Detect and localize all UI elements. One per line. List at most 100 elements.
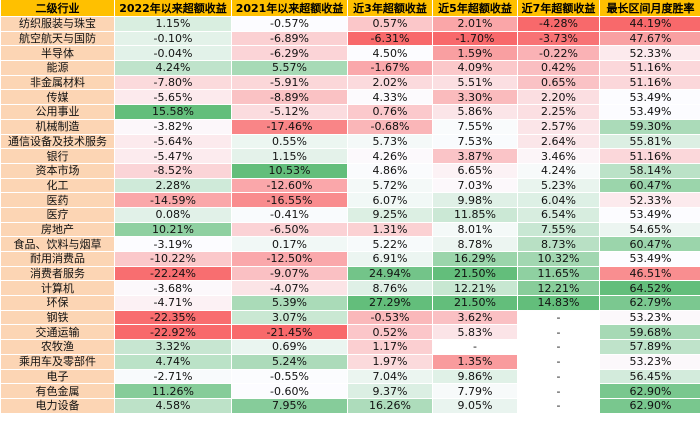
cell-7y: 5.23% <box>518 178 599 193</box>
cell-win-rate: 62.90% <box>600 384 700 398</box>
cell-ytd-2022: -22.24% <box>115 266 231 281</box>
cell-since-2021: -12.50% <box>232 252 347 266</box>
industry-name-cell: 能源 <box>1 61 114 75</box>
header-row: 二级行业 2022年以来超额收益 2021年以来超额收益 近3年超额收益 近5年超额收益… <box>1 0 700 16</box>
industry-name-cell: 农牧渔 <box>1 340 114 354</box>
cell-7y: - <box>518 369 599 384</box>
cell-ytd-2022: -4.71% <box>115 296 231 310</box>
cell-ytd-2022: 3.32% <box>115 340 231 354</box>
cell-since-2021: 3.07% <box>232 310 347 325</box>
cell-5y: 7.53% <box>433 134 517 149</box>
cell-win-rate: 62.79% <box>600 296 700 310</box>
cell-since-2021: -0.57% <box>232 17 347 31</box>
cell-ytd-2022: -14.59% <box>115 193 231 207</box>
header-industry: 二级行业 <box>1 0 114 16</box>
cell-win-rate: 52.33% <box>600 46 700 61</box>
cell-7y: - <box>518 340 599 354</box>
cell-ytd-2022: -0.10% <box>115 31 231 46</box>
cell-7y: - <box>518 354 599 369</box>
cell-7y: 2.57% <box>518 119 599 134</box>
header-since-2021: 2021年以来超额收益 <box>232 0 347 16</box>
cell-3y: 24.94% <box>348 266 432 281</box>
industry-name-cell: 化工 <box>1 178 114 193</box>
cell-3y: -6.31% <box>348 31 432 46</box>
cell-3y: 6.91% <box>348 252 432 266</box>
cell-win-rate: 64.52% <box>600 281 700 296</box>
cell-since-2021: 0.69% <box>232 340 347 354</box>
industry-name-cell: 钢铁 <box>1 310 114 325</box>
cell-since-2021: 1.15% <box>232 149 347 163</box>
cell-3y: 2.02% <box>348 75 432 90</box>
cell-7y: - <box>518 325 599 340</box>
industry-name-cell: 计算机 <box>1 281 114 296</box>
cell-5y: 16.29% <box>433 252 517 266</box>
cell-3y: 0.57% <box>348 17 432 31</box>
cell-5y: 3.87% <box>433 149 517 163</box>
table-row: 机械制造 -3.82% -17.46% -0.68% 7.55% 2.57% 59.30% <box>1 119 700 134</box>
cell-ytd-2022: -2.71% <box>115 369 231 384</box>
cell-win-rate: 44.19% <box>600 17 700 31</box>
industry-name-cell: 耐用消费品 <box>1 252 114 266</box>
cell-3y: 7.04% <box>348 369 432 384</box>
cell-3y: 5.73% <box>348 134 432 149</box>
cell-since-2021: 7.95% <box>232 398 347 413</box>
cell-win-rate: 62.90% <box>600 398 700 413</box>
header-5y: 近5年超额收益 <box>433 0 517 16</box>
cell-ytd-2022: 10.21% <box>115 222 231 237</box>
cell-3y: -0.68% <box>348 119 432 134</box>
industry-name-cell: 公用事业 <box>1 105 114 119</box>
cell-win-rate: 58.14% <box>600 163 700 178</box>
cell-5y: 9.05% <box>433 398 517 413</box>
cell-ytd-2022: 1.15% <box>115 17 231 31</box>
cell-since-2021: 0.17% <box>232 237 347 251</box>
cell-win-rate: 53.49% <box>600 90 700 105</box>
cell-5y: 7.03% <box>433 178 517 193</box>
cell-3y: 9.25% <box>348 207 432 222</box>
cell-since-2021: -8.89% <box>232 90 347 105</box>
industry-name-cell: 环保 <box>1 296 114 310</box>
cell-since-2021: 5.24% <box>232 354 347 369</box>
cell-since-2021: -17.46% <box>232 119 347 134</box>
header-3y: 近3年超额收益 <box>348 0 432 16</box>
cell-ytd-2022: -5.65% <box>115 90 231 105</box>
table-row: 航空航天与国防 -0.10% -6.89% -6.31% -1.70% -3.73% 47.… <box>1 31 700 46</box>
table-row: 交通运输 -22.92% -21.45% 0.52% 5.83% -59.68% <box>1 325 700 340</box>
cell-3y: 8.76% <box>348 281 432 296</box>
cell-since-2021: -6.50% <box>232 222 347 237</box>
cell-3y: 1.17% <box>348 340 432 354</box>
cell-5y: 8.78% <box>433 237 517 251</box>
cell-7y: 11.65% <box>518 266 599 281</box>
table-row: 通信设备及技术服务 -5.64% 0.55% 5.73% 7.53% 2.64% 55.81… <box>1 134 700 149</box>
cell-win-rate: 59.68% <box>600 325 700 340</box>
cell-win-rate: 53.49% <box>600 207 700 222</box>
cell-ytd-2022: 2.28% <box>115 178 231 193</box>
cell-7y: -3.73% <box>518 31 599 46</box>
table-row: 食品、饮料与烟草 -3.19% 0.17% 5.22% 8.78% 8.73% 60.47% <box>1 237 700 251</box>
industry-name-cell: 电子 <box>1 369 114 384</box>
cell-since-2021: -0.41% <box>232 207 347 222</box>
cell-7y: 4.24% <box>518 163 599 178</box>
cell-7y: 0.42% <box>518 61 599 75</box>
table-row: 传媒 -5.65% -8.89% 4.33% 3.30% 2.20% 53.49% <box>1 90 700 105</box>
table-row: 钢铁 -22.35% 3.07% -0.53% 3.62% -53.23% <box>1 310 700 325</box>
cell-5y: 7.55% <box>433 119 517 134</box>
cell-ytd-2022: -22.35% <box>115 310 231 325</box>
cell-7y: 6.04% <box>518 193 599 207</box>
cell-7y: - <box>518 398 599 413</box>
cell-since-2021: -6.29% <box>232 46 347 61</box>
cell-since-2021: -4.07% <box>232 281 347 296</box>
table-row: 医药 -14.59% -16.55% 6.07% 9.98% 6.04% 52.33% <box>1 193 700 207</box>
industry-name-cell: 机械制造 <box>1 119 114 134</box>
industry-name-cell: 医药 <box>1 193 114 207</box>
cell-win-rate: 60.47% <box>600 237 700 251</box>
header-7y: 近7年超额收益 <box>518 0 599 16</box>
cell-7y: - <box>518 384 599 398</box>
cell-win-rate: 53.49% <box>600 105 700 119</box>
cell-win-rate: 56.45% <box>600 369 700 384</box>
header-win-rate: 最长区间月度胜率 <box>600 0 700 16</box>
cell-3y: 9.37% <box>348 384 432 398</box>
table-row: 电力设备 4.58% 7.95% 16.26% 9.05% -62.90% <box>1 398 700 413</box>
table-row: 医疗 0.08% -0.41% 9.25% 11.85% 6.54% 53.49% <box>1 207 700 222</box>
table-row: 农牧渔 3.32% 0.69% 1.17% - -57.89% <box>1 340 700 354</box>
cell-5y: 5.86% <box>433 105 517 119</box>
